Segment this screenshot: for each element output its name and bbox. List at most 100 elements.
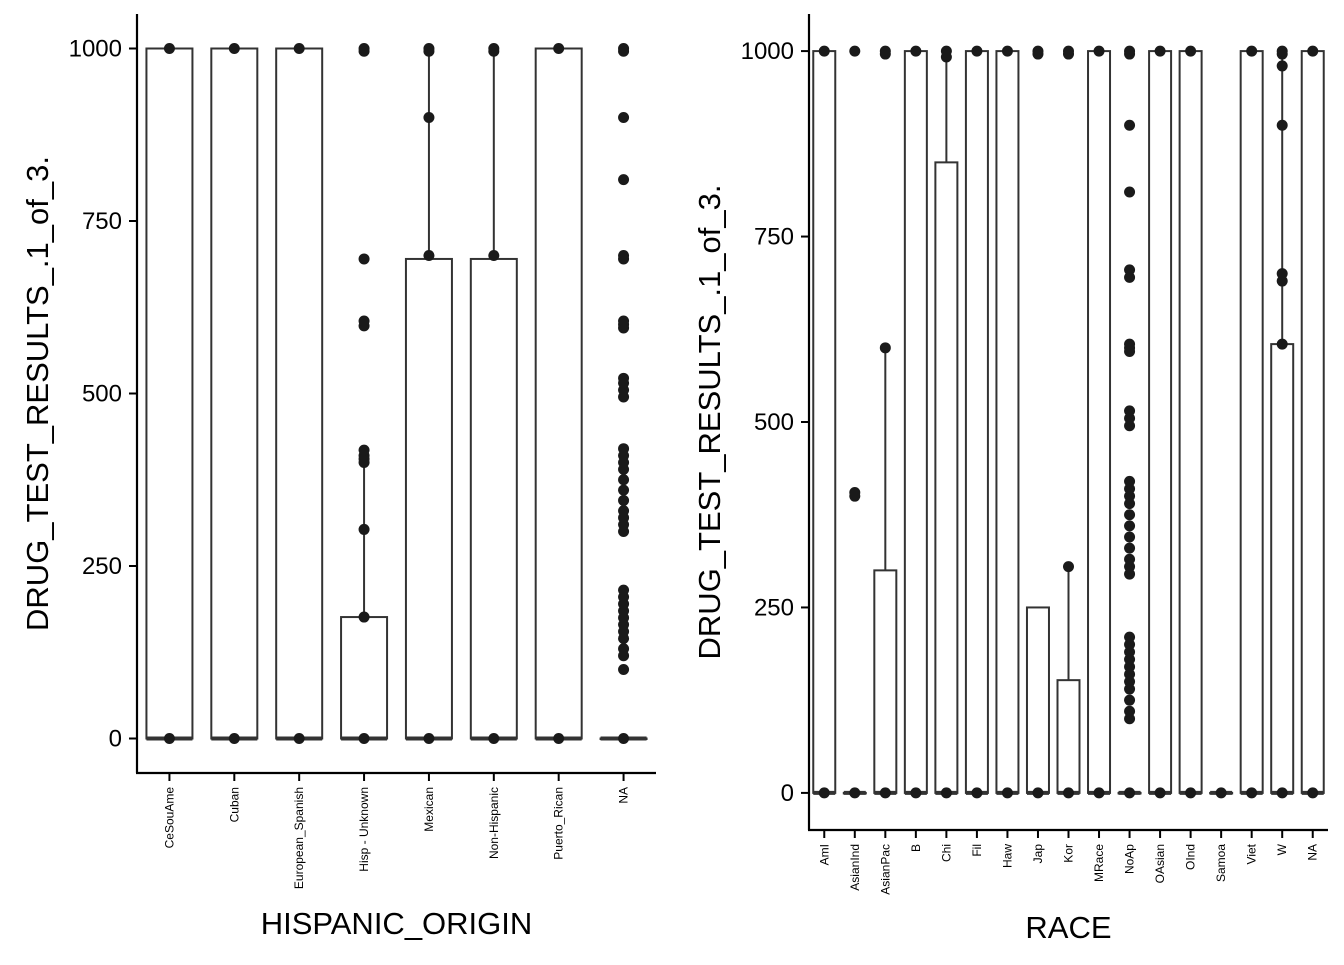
box-rect <box>903 50 928 794</box>
outlier-point <box>849 486 861 498</box>
box-rect <box>1178 50 1203 794</box>
outlier-point <box>358 253 370 265</box>
outlier-point <box>1063 561 1074 573</box>
y-tick-label: 750 <box>754 224 794 251</box>
outlier-point <box>423 43 435 54</box>
outlier-point <box>940 787 952 799</box>
x-tick-label: Kor <box>1062 844 1076 863</box>
outlier-point <box>1124 475 1136 487</box>
y-tick-label: 500 <box>82 381 122 408</box>
outlier-point <box>618 174 630 186</box>
x-tick-label: NoAp <box>1123 844 1137 874</box>
box-rect <box>873 569 898 794</box>
box-1-8 <box>1056 45 1081 799</box>
box-1-9 <box>1087 45 1112 799</box>
outlier-point <box>971 787 983 799</box>
outlier-point <box>1093 787 1105 799</box>
outlier-point <box>1124 186 1136 198</box>
box-rect <box>995 50 1020 794</box>
outlier-point <box>618 112 630 123</box>
box-1-1 <box>842 45 867 799</box>
outlier-point <box>818 787 830 799</box>
box-rect <box>1270 343 1295 794</box>
outlier-point <box>358 43 370 54</box>
outlier-point <box>910 45 922 57</box>
outlier-point <box>1124 787 1136 799</box>
x-tick-label: Hisp - Unknown <box>357 787 371 872</box>
x-tick-label: B <box>909 844 923 852</box>
x-tick-label: MRace <box>1092 844 1106 882</box>
y-tick-label: 500 <box>754 409 794 436</box>
box-rect <box>812 50 837 794</box>
outlier-point <box>358 523 370 535</box>
x-tick-label: Chi <box>939 844 953 862</box>
box-rect <box>210 47 259 740</box>
x-tick-label: Cuban <box>227 787 241 822</box>
box-1-15 <box>1270 45 1295 799</box>
box-0-4 <box>404 43 453 744</box>
box-rect <box>404 257 453 740</box>
box-rect <box>934 161 959 794</box>
outlier-point <box>618 474 630 486</box>
x-tick-label: Puerto_Rican <box>552 787 566 860</box>
outlier-point <box>1124 705 1136 717</box>
outlier-point <box>1124 509 1136 521</box>
box-rect <box>1087 50 1112 794</box>
outlier-point <box>1124 405 1136 417</box>
outlier-point <box>228 43 240 54</box>
outlier-point <box>1276 268 1288 280</box>
box-0-3 <box>340 43 389 744</box>
y-axis-title: DRUG_TEST_RESULTS_.1_of_3. <box>20 156 55 631</box>
x-tick-label: AsianInd <box>848 844 862 891</box>
outlier-point <box>879 342 891 354</box>
outlier-point <box>423 733 435 744</box>
outlier-point <box>618 643 630 655</box>
x-tick-label: Non-Hispanic <box>487 787 501 859</box>
box-1-10 <box>1117 45 1142 799</box>
y-tick-label: 250 <box>754 594 794 621</box>
outlier-point <box>358 315 370 327</box>
x-tick-label: NA <box>1306 844 1320 861</box>
y-tick-label: 1000 <box>741 38 794 65</box>
box-0-7 <box>599 43 648 744</box>
box-rect <box>1025 606 1050 794</box>
x-tick-label: OAsian <box>1153 844 1167 883</box>
box-rect <box>145 47 194 740</box>
x-tick-label: Haw <box>1000 844 1014 868</box>
x-tick-label: CeSouAme <box>162 787 176 849</box>
outlier-point <box>849 787 861 799</box>
box-rect <box>1239 50 1264 794</box>
outlier-point <box>618 584 630 596</box>
outlier-point <box>1185 45 1197 57</box>
outlier-point <box>488 250 500 261</box>
box-rect <box>1300 50 1325 794</box>
x-tick-label: OInd <box>1184 844 1198 870</box>
outlier-point <box>1093 45 1105 57</box>
y-tick-label: 0 <box>781 780 794 807</box>
box-1-11 <box>1148 45 1173 799</box>
outlier-point <box>423 112 435 123</box>
outlier-point <box>1124 531 1136 543</box>
box-0-5 <box>469 43 518 744</box>
outlier-point <box>1124 45 1136 57</box>
outlier-point <box>849 45 861 57</box>
outlier-point <box>1063 45 1074 57</box>
outlier-point <box>293 733 305 744</box>
outlier-point <box>1276 60 1288 72</box>
box-1-6 <box>995 45 1020 799</box>
outlier-point <box>1124 631 1136 643</box>
x-tick-label: Fil <box>970 844 984 857</box>
outlier-point <box>228 733 240 744</box>
x-tick-label: W <box>1275 843 1289 855</box>
box-rect <box>534 47 583 740</box>
outlier-point <box>488 43 500 54</box>
outlier-point <box>553 43 565 54</box>
box-0-6 <box>534 43 583 744</box>
box-rect <box>1056 679 1081 794</box>
x-tick-label: AmI <box>817 844 831 865</box>
chart-panel-2: 0 250 500 750 1000 AmI AsianInd AsianPac B Chi Fil… <box>692 14 1328 945</box>
outlier-point <box>618 315 630 327</box>
outlier-point <box>1185 787 1197 799</box>
outlier-point <box>1154 45 1166 57</box>
